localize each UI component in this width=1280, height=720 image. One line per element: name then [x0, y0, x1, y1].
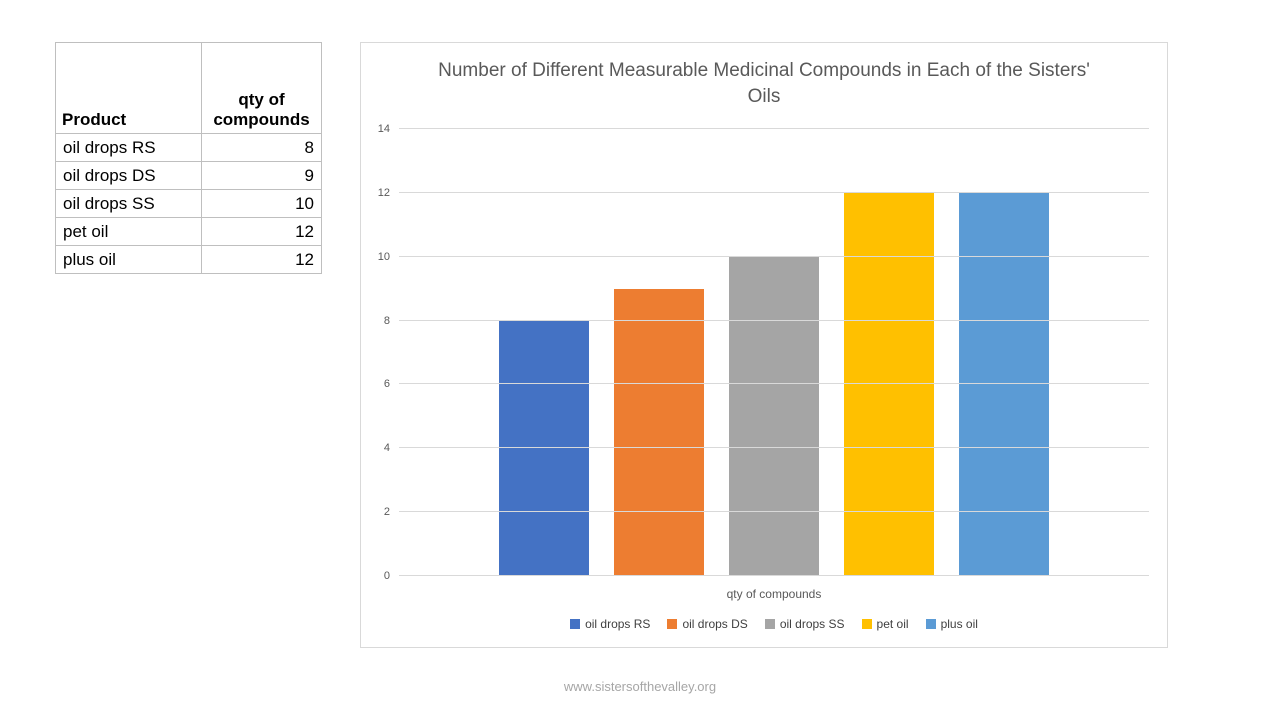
legend-label: oil drops SS [779, 617, 845, 631]
bar-oil-drops-DS [614, 288, 704, 576]
table-row: oil drops DS 9 [55, 161, 322, 190]
legend-swatch-icon [764, 619, 775, 629]
gridline [399, 191, 1149, 193]
gridline [399, 575, 1149, 576]
legend-swatch-icon [925, 619, 936, 629]
y-axis-tick-label: 6 [383, 378, 390, 391]
table-header-qty: qty of compounds [201, 42, 322, 134]
qty-cell: 9 [201, 161, 322, 190]
gridline [399, 255, 1149, 257]
qty-cell: 12 [201, 245, 322, 274]
legend-swatch-icon [667, 619, 678, 629]
legend-label: plus oil [940, 617, 978, 631]
y-axis-tick-label: 12 [377, 186, 390, 199]
legend-label: oil drops RS [585, 617, 651, 631]
table-row: oil drops RS 8 [55, 133, 322, 162]
product-cell: oil drops SS [55, 189, 202, 218]
product-cell: oil drops DS [55, 161, 202, 190]
y-axis-tick-label: 10 [377, 250, 390, 263]
qty-cell: 10 [201, 189, 322, 218]
legend-swatch-icon [861, 619, 872, 629]
y-axis-tick-label: 2 [383, 506, 390, 519]
compounds-table: Product qty of compounds oil drops RS 8 … [55, 42, 322, 274]
y-axis-tick-label: 8 [383, 314, 390, 327]
bar-oil-drops-SS [729, 256, 819, 576]
gridline [399, 511, 1149, 513]
table-row: oil drops SS 10 [55, 189, 322, 218]
x-axis-label: qty of compounds [726, 587, 822, 601]
legend-label: pet oil [876, 617, 909, 631]
qty-cell: 8 [201, 133, 322, 162]
legend-item: oil drops RS [570, 617, 650, 631]
legend-label: oil drops DS [682, 617, 748, 631]
gridline [399, 383, 1149, 385]
product-cell: oil drops RS [55, 133, 202, 162]
legend-item: oil drops SS [764, 617, 845, 631]
product-cell: plus oil [55, 245, 202, 274]
y-axis-tick-label: 0 [383, 570, 390, 582]
y-axis-tick-label: 14 [377, 123, 390, 135]
qty-cell: 12 [201, 217, 322, 246]
chart-legend: oil drops RS oil drops DS oil drops SS pet … [399, 617, 1149, 631]
legend-item: pet oil [861, 617, 909, 631]
gridline [399, 319, 1149, 321]
legend-item: plus oil [925, 617, 978, 631]
table-header-row: Product qty of compounds [55, 42, 322, 134]
chart-title: Number of Different Measurable Medicinal… [438, 60, 1090, 107]
gridline [399, 128, 1149, 129]
legend-item: oil drops DS [667, 617, 748, 631]
gridline [399, 447, 1149, 449]
product-cell: pet oil [55, 217, 202, 246]
table-row: pet oil 12 [55, 217, 322, 246]
plot-area: 0 2 4 6 8 10 12 14 [378, 123, 1149, 582]
footer-url: www.sistersofthevalley.org [563, 679, 717, 694]
bar-chart: Number of Different Measurable Medicinal… [360, 42, 1168, 648]
bars-container [399, 129, 1149, 576]
table-row: plus oil 12 [55, 245, 322, 274]
legend-swatch-icon [570, 619, 581, 629]
y-axis-tick-label: 4 [383, 442, 390, 455]
table-header-product: Product [55, 42, 202, 134]
